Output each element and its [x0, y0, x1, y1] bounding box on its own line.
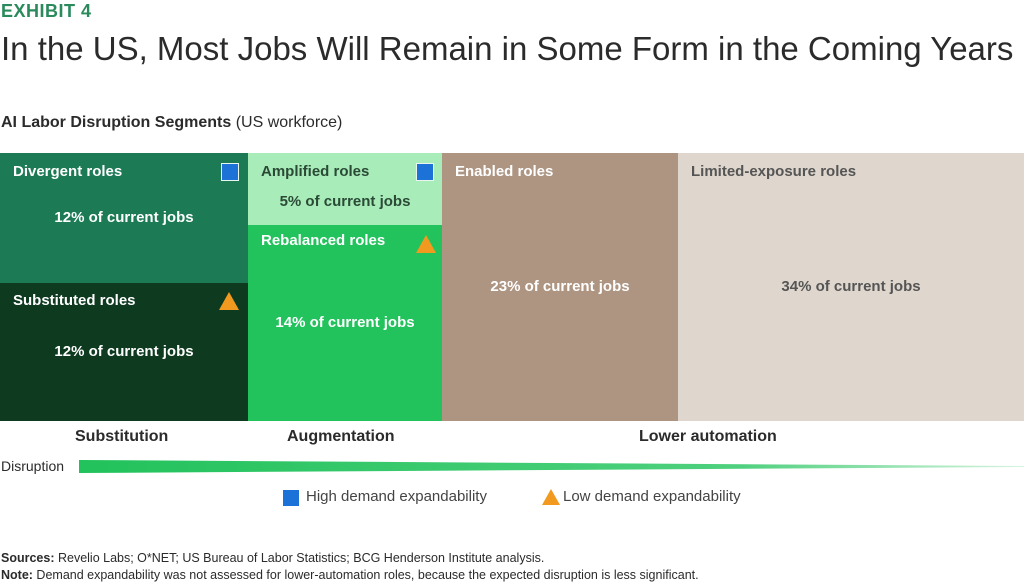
high-demand-square-icon	[416, 163, 434, 181]
limited-exposure-roles-label: Limited-exposure roles	[691, 163, 857, 180]
subtitle-main: AI Labor Disruption Segments	[1, 114, 232, 131]
disruption-axis-label: Disruption	[1, 458, 65, 474]
legend-low-demand: Low demand expandability	[563, 488, 741, 505]
note-label: Note:	[1, 568, 33, 582]
sources-text: Revelio Labs; O*NET; US Bureau of Labor …	[54, 551, 545, 565]
rebalanced-roles-block: Rebalanced roles 14% of current jobs	[248, 225, 442, 421]
legend-square-icon	[283, 490, 299, 506]
enabled-roles-block: Enabled roles 23% of current jobs	[442, 153, 678, 421]
high-demand-square-icon	[221, 163, 239, 181]
chart-subtitle: AI Labor Disruption Segments (US workfor…	[1, 114, 342, 132]
divergent-roles-value: 12% of current jobs	[54, 209, 194, 226]
amplified-roles-value: 5% of current jobs	[279, 193, 411, 210]
substituted-roles-label: Substituted roles	[13, 292, 136, 309]
low-demand-triangle-icon	[416, 235, 436, 253]
enabled-roles-label: Enabled roles	[455, 163, 554, 180]
limited-exposure-roles-value: 34% of current jobs	[781, 278, 921, 295]
limited-exposure-roles-block: Limited-exposure roles 34% of current jo…	[678, 153, 1024, 421]
amplified-roles-block: Amplified roles 5% of current jobs	[248, 153, 442, 225]
chart-title: In the US, Most Jobs Will Remain in Some…	[1, 30, 1014, 67]
sources-line: Sources: Revelio Labs; O*NET; US Bureau …	[1, 551, 544, 565]
rebalanced-roles-label: Rebalanced roles	[261, 232, 386, 249]
subtitle-paren: (US workforce)	[235, 114, 343, 131]
legend-triangle-icon	[542, 489, 560, 505]
disruption-wedge	[79, 460, 1024, 473]
segment-label-substitution: Substitution	[75, 428, 169, 445]
divergent-roles-block: Divergent roles 12% of current jobs	[0, 153, 248, 283]
enabled-roles-value: 23% of current jobs	[490, 278, 630, 295]
segment-label-augmentation: Augmentation	[287, 428, 395, 445]
sources-label: Sources:	[1, 551, 55, 565]
rebalanced-roles-value: 14% of current jobs	[275, 314, 415, 331]
substituted-roles-block: Substituted roles 12% of current jobs	[0, 283, 248, 421]
divergent-roles-label: Divergent roles	[13, 163, 123, 180]
note-text: Demand expandability was not assessed fo…	[32, 568, 699, 582]
exhibit-label: EXHIBIT 4	[1, 1, 92, 21]
low-demand-triangle-icon	[219, 292, 239, 310]
legend-high-demand: High demand expandability	[306, 488, 487, 505]
note-line: Note: Demand expandability was not asses…	[1, 568, 699, 582]
segment-label-lower-automation: Lower automation	[639, 428, 777, 445]
amplified-roles-label: Amplified roles	[261, 163, 370, 180]
substituted-roles-value: 12% of current jobs	[54, 343, 194, 360]
